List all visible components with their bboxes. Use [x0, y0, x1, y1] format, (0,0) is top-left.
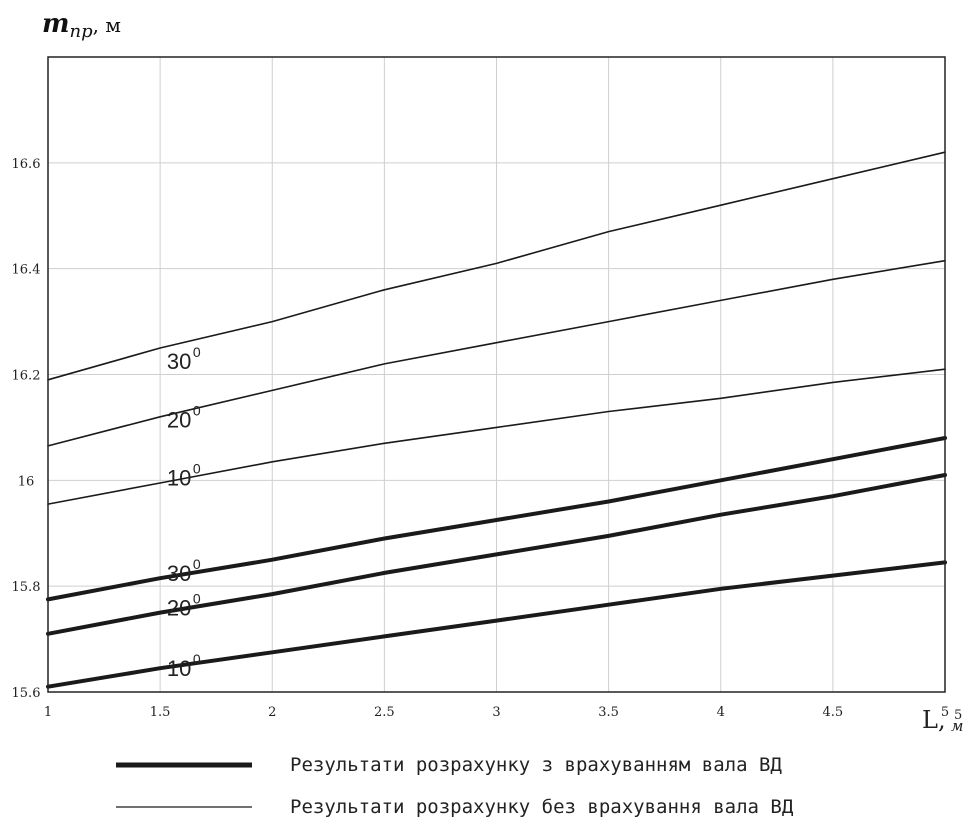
legend-label: Результати розрахунку без врахування вал… [290, 796, 794, 818]
x-tick-label-extra: 5 [954, 708, 962, 723]
y-axis-label-sub: пр [70, 21, 94, 42]
y-tick-label: 16.2 [12, 369, 41, 384]
curve-label: 20 [167, 407, 191, 432]
series-line-thick [46, 560, 947, 689]
x-axis-label-main: L, [922, 706, 946, 734]
x-tick-label: 2.5 [374, 705, 395, 720]
x-axis-label: L, [922, 706, 946, 734]
curve-label: 30 [167, 561, 191, 586]
series-line-thick [46, 436, 947, 602]
y-tick-label: 16 [18, 474, 35, 489]
grid [48, 57, 945, 692]
y-tick-label: 15.6 [12, 686, 41, 701]
curve-label: 10 [167, 656, 191, 681]
x-tick-label: 3.5 [598, 705, 619, 720]
series-line-thin [47, 368, 946, 505]
legend-label: Результати розрахунку з врахуванням вала… [290, 754, 782, 776]
y-axis-label-unit: , м [93, 13, 121, 37]
curve-label: 20 [167, 595, 191, 620]
y-tick-label: 15.8 [12, 580, 41, 595]
plot-frame [47, 56, 946, 693]
y-axis-label: mпр, м [42, 9, 121, 42]
x-tick-label: 4 [717, 705, 725, 720]
y-tick-label: 16.4 [12, 263, 41, 278]
curve-label-degree: 0 [193, 461, 201, 477]
curve-label-degree: 0 [193, 344, 201, 360]
curve-labels: 30 020 010 030 020 010 0 [167, 344, 201, 681]
x-tick-labels: 1 1.5 2 2.5 3 3.5 4 4.5 5 [44, 705, 949, 720]
curve-label-degree: 0 [193, 402, 201, 418]
x-tick-label: 3 [492, 705, 500, 720]
x-tick-label: 1.5 [150, 705, 171, 720]
curve-label-degree: 0 [193, 651, 201, 667]
curves [46, 151, 947, 689]
y-tick-label: 16.6 [12, 157, 41, 172]
legend: Результати розрахунку з врахуванням вала… [116, 754, 794, 818]
curve-label: 30 [167, 349, 191, 374]
curve-label-degree: 0 [193, 556, 201, 572]
series-line-thick [46, 473, 947, 636]
x-tick-label: 1 [44, 705, 52, 720]
series-line-thin [47, 151, 946, 381]
series-line-thin [47, 259, 946, 447]
x-axis-label-unit: м [951, 717, 963, 735]
x-tick-label: 5 [941, 705, 949, 720]
x-tick-label: 2 [268, 705, 276, 720]
y-tick-labels: 15.6 15.8 16 16.2 16.4 16.6 [12, 157, 41, 701]
x-tick-label: 4.5 [823, 705, 844, 720]
y-axis-label-main: m [42, 9, 70, 39]
curve-label-degree: 0 [193, 590, 201, 606]
curve-label: 10 [167, 466, 191, 491]
